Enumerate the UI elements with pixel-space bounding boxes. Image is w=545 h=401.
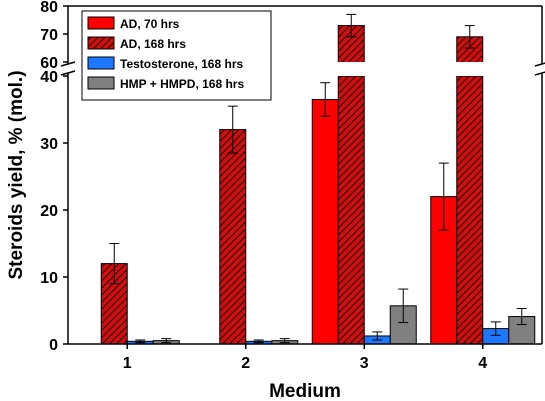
y-tick-label-upper-1: 70	[40, 27, 58, 44]
legend-label-3: HMP + HMPD, 168 hrs	[120, 77, 244, 91]
legend-label-2: Testosterone, 168 hrs	[120, 57, 243, 71]
bar-s0-c2	[311, 98, 339, 344]
x-axis-ticks: 1 2 3 4	[123, 344, 487, 372]
legend-swatch-2	[87, 56, 115, 70]
y-tick-label-lower-2: 20	[40, 203, 58, 220]
y-tick-label-lower-4: 40	[40, 69, 58, 86]
x-axis-label: Medium	[269, 381, 341, 401]
legend-swatch-3	[87, 76, 115, 90]
legend-swatch-0	[87, 16, 115, 30]
legend-swatch-1	[87, 36, 115, 50]
y-tick-label-upper-2: 80	[40, 0, 58, 16]
y-tick-label-lower-0: 0	[49, 337, 58, 354]
x-tick-label-2: 3	[360, 355, 369, 372]
plot-frame	[60, 5, 545, 345]
x-tick-label-0: 1	[123, 355, 132, 372]
x-tick-label-3: 4	[478, 355, 487, 372]
x-tick-label-1: 2	[241, 355, 250, 372]
bar-s1-c3	[456, 76, 484, 344]
y-axis-label: Steroids yield, % (mol.)	[6, 70, 27, 279]
error-bars	[109, 13, 527, 344]
bar-s1-c1	[219, 129, 247, 344]
bar-s1-c2	[337, 76, 365, 344]
bars-upper-segment	[337, 25, 484, 62]
legend-label-1: AD, 168 hrs	[120, 37, 186, 51]
bars-lower-segment	[100, 76, 536, 344]
legend: AD, 70 hrs AD, 168 hrs Testosterone, 168 h…	[81, 10, 272, 101]
legend-label-0: AD, 70 hrs	[120, 17, 180, 31]
y-tick-label-lower-1: 10	[40, 270, 58, 287]
y-tick-label-upper-0: 60	[40, 55, 58, 72]
y-tick-label-lower-3: 30	[40, 136, 58, 153]
